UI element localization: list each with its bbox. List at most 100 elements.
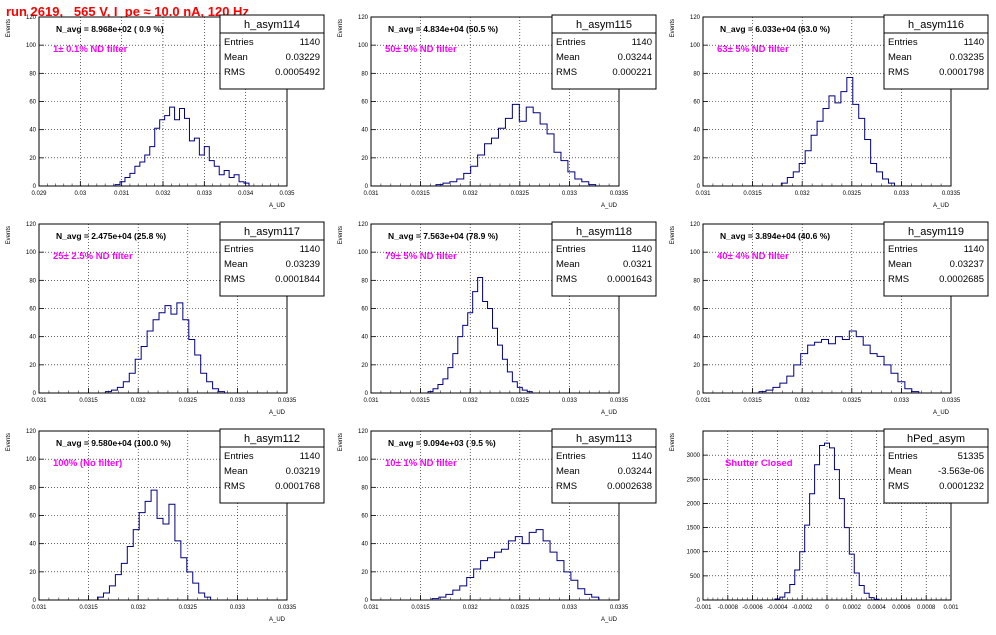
y-tick-label: 60 [361, 307, 368, 313]
stat-value: 0.0001643 [607, 274, 652, 285]
stats-box [883, 14, 989, 90]
y-tick-label: 2000 [687, 501, 701, 507]
histogram-bars [104, 302, 225, 393]
stat-label: Mean [556, 259, 580, 270]
x-tick-label: 0.0315 [411, 605, 430, 611]
y-tick-label: 80 [361, 485, 368, 491]
stats-box [551, 428, 657, 504]
stat-label: Mean [556, 52, 580, 63]
stat-value: 0.03235 [950, 52, 984, 63]
stat-value: 1140 [632, 37, 652, 48]
y-tick-label: 120 [690, 222, 701, 228]
x-tick-label: 0.032 [463, 605, 479, 611]
filter-label: 1± 0.1% ND filter [53, 44, 128, 55]
y-tick-label: 100 [26, 43, 37, 49]
y-tick-label: 60 [693, 307, 700, 313]
y-tick-label: 20 [29, 570, 36, 576]
y-tick-label: 2500 [687, 477, 701, 483]
stat-label: RMS [888, 67, 909, 78]
x-tick-label: 0.0325 [511, 191, 530, 197]
histogram-name: h_asym112 [244, 433, 300, 445]
stat-label: Entries [888, 451, 918, 462]
x-axis-title: A_UD [601, 617, 618, 623]
stat-value: 0.03229 [286, 52, 320, 63]
y-tick-label: 120 [26, 15, 37, 21]
y-axis-title: Events [6, 433, 12, 451]
x-tick-label: 0.032 [155, 191, 171, 197]
y-tick-label: 120 [26, 429, 37, 435]
x-tick-label: 0.032 [463, 398, 479, 404]
y-tick-label: 1500 [687, 526, 701, 532]
stat-label: RMS [224, 274, 245, 285]
x-tick-label: 0.0335 [942, 398, 961, 404]
stat-value: 0.0001798 [939, 67, 984, 78]
x-tick-label: -0.001 [694, 605, 712, 611]
histogram-name: h_asym117 [244, 226, 300, 238]
stat-value: 1140 [300, 451, 320, 462]
stat-value: 0.0002685 [939, 274, 984, 285]
stat-label: Entries [888, 244, 918, 255]
histogram-name: h_asym113 [576, 433, 632, 445]
stats-box [883, 221, 989, 297]
y-tick-label: 60 [361, 100, 368, 106]
y-tick-label: 100 [690, 43, 701, 49]
stat-label: RMS [556, 67, 577, 78]
y-tick-label: 1000 [687, 550, 701, 556]
stat-label: Mean [888, 52, 912, 63]
histogram-bars [758, 330, 920, 393]
y-tick-label: 80 [361, 71, 368, 77]
stats-box [219, 428, 325, 504]
histogram-bars [435, 103, 597, 186]
stat-value: 0.0001768 [275, 481, 320, 492]
x-tick-label: 0.033 [230, 605, 246, 611]
y-tick-label: 100 [26, 457, 37, 463]
y-tick-label: 60 [29, 307, 36, 313]
x-tick-label: 0.0315 [79, 605, 98, 611]
y-axis-title: Events [338, 433, 344, 451]
stat-value: 0.000221 [612, 67, 652, 78]
x-axis-title: A_UD [933, 203, 950, 209]
stat-value: 0.03239 [286, 259, 320, 270]
y-tick-label: 0 [33, 598, 37, 604]
x-tick-label: 0.0335 [610, 605, 629, 611]
stats-box [883, 428, 989, 504]
y-tick-label: 20 [29, 363, 36, 369]
navg-label: N_avg = 9.580e+04 (100.0 %) [56, 438, 171, 448]
histogram-plot: -0.001 -0.0008 -0.0006 -0.0004 -0.0002 0 0.000… [670, 428, 989, 611]
x-tick-label: 0.031 [363, 398, 379, 404]
x-tick-label: 0.0004 [867, 605, 886, 611]
x-tick-label: 0.031 [363, 605, 379, 611]
x-tick-label: 0.033 [894, 398, 910, 404]
y-tick-label: 500 [690, 574, 701, 580]
x-tick-label: -0.0002 [792, 605, 813, 611]
navg-label: N_avg = 6.033e+04 (63.0 %) [720, 24, 830, 34]
histogram-plot: 0.031 0.0315 0.032 0.0325 0.033 0.0335 0 20 40 60… [670, 221, 989, 416]
stats-box [551, 14, 657, 90]
histogram-name: h_asym118 [576, 226, 632, 238]
navg-label: N_avg = 4.834e+04 (50.5 %) [388, 24, 498, 34]
x-axis-title: A_UD [933, 410, 950, 416]
y-tick-label: 80 [29, 485, 36, 491]
stat-label: Mean [224, 52, 248, 63]
histogram-name: h_asym115 [576, 19, 632, 31]
x-axis-title: A_UD [269, 203, 286, 209]
y-tick-label: 120 [358, 429, 369, 435]
stat-value: 1140 [632, 451, 652, 462]
x-tick-label: 0.031 [363, 191, 379, 197]
stat-value: 0.03237 [950, 259, 984, 270]
y-tick-label: 40 [29, 128, 36, 134]
x-tick-label: 0.001 [943, 605, 959, 611]
stat-label: Entries [556, 244, 586, 255]
x-tick-label: 0.0325 [511, 605, 530, 611]
stat-label: Entries [888, 37, 918, 48]
histogram-name: h_asym119 [908, 226, 964, 238]
x-tick-label: 0.034 [238, 191, 254, 197]
y-axis-title: Events [670, 19, 676, 37]
stat-value: 1140 [300, 37, 320, 48]
stats-box [219, 221, 325, 297]
stat-value: 0.0002638 [607, 481, 652, 492]
x-tick-label: 0.032 [795, 398, 811, 404]
x-tick-label: 0.031 [31, 398, 47, 404]
stats-box [219, 14, 325, 90]
navg-label: N_avg = 9.094e+03 ( 9.5 %) [388, 438, 496, 448]
